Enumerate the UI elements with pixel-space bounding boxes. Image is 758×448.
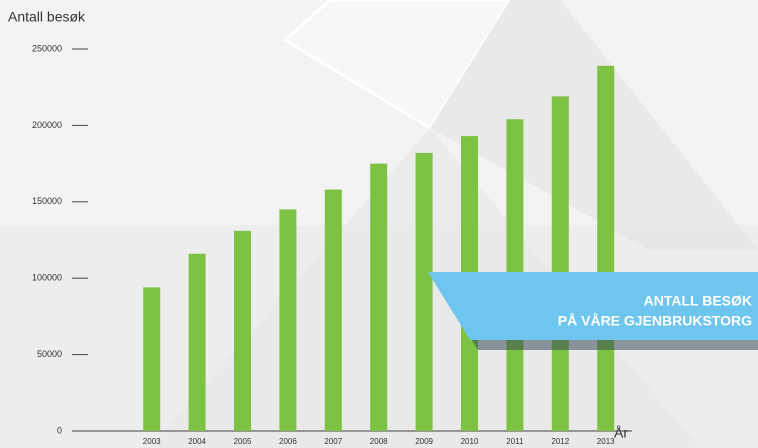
bar: [370, 163, 388, 431]
bar: [234, 230, 251, 431]
y-tick-label: 100000: [32, 273, 62, 283]
x-tick-label: 2008: [370, 437, 388, 446]
bar: [597, 65, 615, 432]
banner-text: PÅ VÅRE GJENBRUKSTORG: [558, 313, 752, 329]
bar: [143, 287, 161, 431]
x-tick-label: 2010: [461, 437, 479, 446]
bar: [188, 253, 206, 431]
x-tick-label: 2011: [506, 437, 524, 446]
y-tick-label: 200000: [32, 120, 62, 130]
bar: [324, 189, 342, 431]
x-tick-label: 2012: [551, 437, 569, 446]
bar: [415, 152, 433, 432]
x-tick-label: 2004: [188, 437, 206, 446]
banner: ANTALL BESØK PÅ VÅRE GJENBRUKSTORG: [428, 272, 758, 350]
y-tick-label: 250000: [32, 43, 62, 53]
decor-shape: [430, 0, 758, 250]
x-tick-label: 2013: [597, 437, 615, 446]
y-tick-label: 0: [57, 425, 62, 435]
decor-shape: [282, 0, 512, 131]
bar: [279, 209, 297, 431]
x-tick-label: 2009: [415, 437, 433, 446]
banner-text: ANTALL BESØK: [644, 293, 752, 309]
y-axis-label: Antall besøk: [8, 9, 86, 25]
x-tick-label: 2006: [279, 437, 297, 446]
y-tick-label: 50000: [37, 349, 62, 359]
bar: [551, 96, 569, 432]
y-tick-label: 150000: [32, 196, 62, 206]
x-tick-label: 2003: [143, 437, 161, 446]
x-axis-label: År: [614, 425, 628, 441]
banner-shape: [428, 272, 758, 340]
x-tick-label: 2007: [324, 437, 342, 446]
x-tick-label: 2005: [234, 437, 252, 446]
